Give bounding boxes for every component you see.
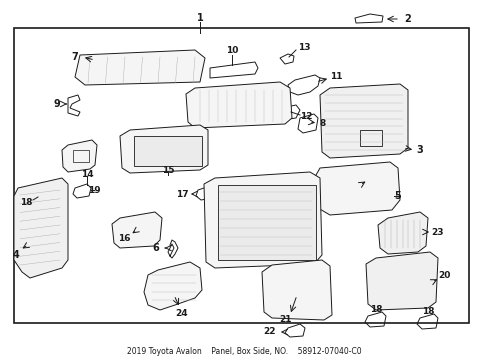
Bar [134, 136, 202, 166]
Text: 12: 12 [299, 112, 312, 121]
Bar [73, 150, 89, 162]
Text: 17: 17 [175, 189, 188, 198]
Polygon shape [14, 178, 68, 278]
Polygon shape [262, 260, 331, 320]
Text: 16: 16 [118, 234, 130, 243]
Text: 2: 2 [404, 14, 410, 24]
Bar [14, 28, 468, 323]
Polygon shape [185, 82, 291, 128]
Text: 1: 1 [196, 13, 203, 23]
Polygon shape [112, 212, 162, 248]
Text: 24: 24 [175, 310, 188, 319]
Text: 20: 20 [437, 271, 449, 280]
Text: 3: 3 [416, 145, 423, 155]
Text: 13: 13 [297, 42, 309, 51]
Polygon shape [120, 125, 207, 173]
Polygon shape [143, 262, 202, 310]
Text: 8: 8 [319, 118, 325, 127]
Text: 7: 7 [71, 52, 78, 62]
Text: 18: 18 [20, 198, 32, 207]
Text: 19: 19 [87, 185, 100, 194]
Polygon shape [75, 50, 204, 85]
Polygon shape [365, 252, 437, 310]
Text: 2019 Toyota Avalon    Panel, Box Side, NO.    58912-07040-C0: 2019 Toyota Avalon Panel, Box Side, NO. … [126, 347, 361, 356]
Polygon shape [315, 162, 399, 215]
Text: 21: 21 [278, 315, 291, 324]
Text: 23: 23 [431, 228, 443, 237]
Text: 18: 18 [421, 307, 433, 316]
Polygon shape [203, 172, 321, 268]
Bar [359, 130, 381, 146]
Text: 4: 4 [13, 250, 20, 260]
Text: 18: 18 [369, 306, 382, 315]
Text: 22: 22 [263, 328, 276, 337]
Bar [218, 185, 315, 260]
Text: 5: 5 [394, 191, 401, 201]
Polygon shape [319, 84, 407, 158]
Text: 9: 9 [54, 99, 60, 109]
Text: 15: 15 [162, 166, 174, 175]
Polygon shape [377, 212, 427, 254]
Text: 6: 6 [152, 243, 159, 253]
Text: 10: 10 [225, 45, 238, 54]
Polygon shape [62, 140, 97, 172]
Text: 11: 11 [329, 72, 342, 81]
Text: 14: 14 [81, 170, 93, 179]
